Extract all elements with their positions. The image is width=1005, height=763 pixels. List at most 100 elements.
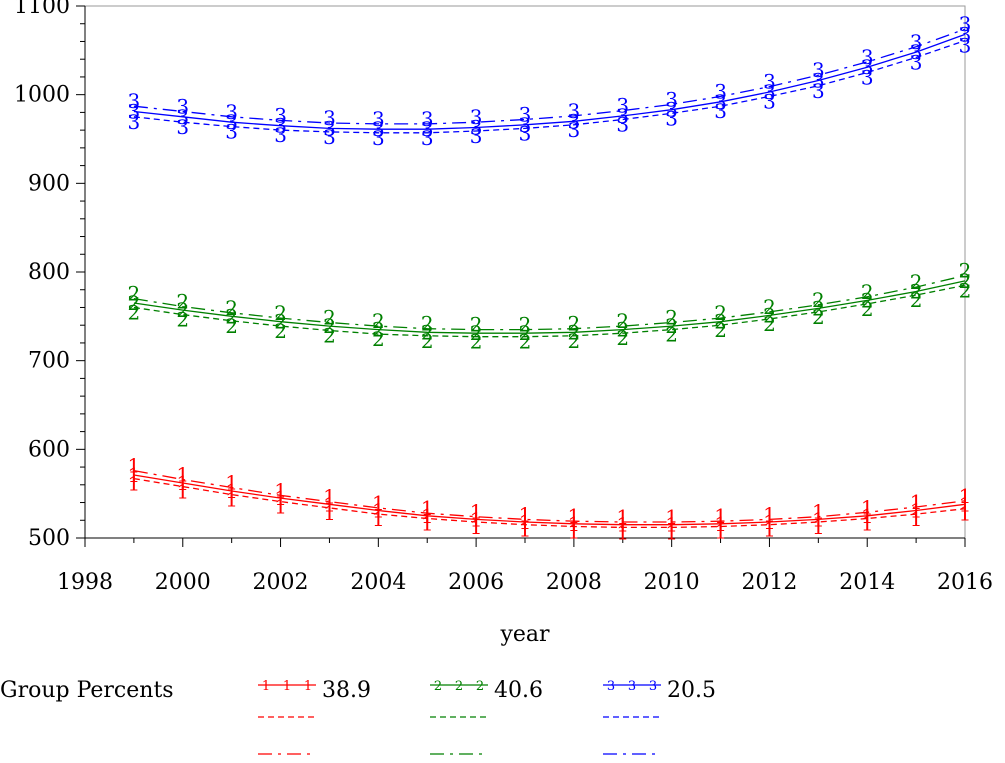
data-point-marker: 3 [470,124,483,148]
data-point-marker: 2 [421,312,434,336]
data-point-marker: 1 [861,504,874,528]
data-point-marker: 2 [274,310,287,334]
data-point-marker: 2 [225,314,238,338]
data-point-marker: 1 [568,519,581,543]
data-point-marker: 2 [861,288,874,312]
data-point-marker: 3 [714,99,727,123]
data-point-marker: 1 [910,499,923,523]
data-point-marker: 3 [959,12,972,36]
data-point-marker: 2 [128,300,141,324]
data-point-marker: 2 [372,309,385,333]
data-point-marker: 3 [568,118,581,142]
data-point-marker: 1 [128,472,141,496]
data-point-marker: 2 [812,305,825,329]
data-point-marker: 2 [519,330,532,354]
series-2-solid-line [133,280,966,334]
data-point-marker: 3 [421,117,434,141]
data-point-marker: 2 [616,326,629,350]
data-point-marker: 2 [470,321,483,345]
data-point-marker: 1 [470,507,483,531]
data-point-marker: 1 [225,479,238,503]
x-tick-label: 2014 [839,570,895,595]
series-2-dashed-line [133,284,966,338]
data-point-marker: 1 [421,504,434,528]
data-point-marker: 1 [128,463,141,487]
data-point-marker: 2 [470,313,483,337]
data-point-marker: 2 [714,301,727,325]
x-tick-label: 2008 [546,570,602,595]
data-point-marker: 2 [959,259,972,283]
data-point-marker: 3 [861,45,874,69]
data-point-marker: 2 [176,298,189,322]
legend-marker: 3 [628,679,636,694]
data-point-marker: 2 [910,280,923,304]
data-point-marker: 2 [568,320,581,344]
data-point-marker: 2 [421,329,434,353]
data-point-marker: 3 [665,106,678,130]
data-point-marker: 3 [763,80,776,104]
data-point-marker: 1 [421,511,434,535]
data-point-marker: 1 [519,518,532,542]
data-point-marker: 2 [714,318,727,342]
data-point-marker: 1 [763,518,776,542]
data-point-marker: 1 [861,495,874,519]
legend-label: 20.5 [667,678,716,703]
data-point-marker: 1 [665,520,678,544]
data-point-marker: 1 [812,500,825,524]
data-point-marker: 2 [568,329,581,353]
data-point-marker: 1 [959,492,972,516]
data-point-marker: 2 [372,327,385,351]
data-point-marker: 2 [274,301,287,325]
x-tick-label: 2000 [155,570,211,595]
legend-marker: 1 [283,679,291,694]
data-point-marker: 2 [176,308,189,332]
data-point-marker: 2 [128,291,141,315]
data-point-marker: 3 [274,123,287,147]
legend-marker: 3 [607,679,615,694]
data-point-marker: 3 [910,50,923,74]
data-point-marker: 3 [323,125,336,149]
data-point-marker: 3 [910,40,923,64]
y-tick-label: 1100 [14,0,70,19]
data-point-marker: 1 [665,505,678,529]
data-point-marker: 2 [225,296,238,320]
data-point-marker: 1 [519,510,532,534]
data-point-marker: 2 [616,309,629,333]
data-point-marker: 3 [616,104,629,128]
y-tick-label: 1000 [14,83,70,108]
data-point-marker: 3 [665,87,678,111]
data-point-marker: 2 [470,330,483,354]
data-point-marker: 3 [421,107,434,131]
data-point-marker: 1 [176,480,189,504]
data-point-marker: 3 [421,126,434,150]
x-tick-label: 2012 [741,570,797,595]
data-point-marker: 1 [323,501,336,525]
data-point-marker: 1 [812,515,825,539]
x-tick-label: 2010 [644,570,700,595]
data-point-marker: 2 [372,318,385,342]
data-point-marker: 1 [519,502,532,526]
legend-marker: 1 [304,679,312,694]
data-point-marker: 2 [323,324,336,348]
x-axis: 1998 2000 2002 2004 2006 2008 2010 2012 2014 2016 [57,537,993,595]
y-tick-label: 800 [28,260,70,285]
data-point-marker: 1 [616,520,629,544]
data-point-marker: 1 [225,488,238,512]
data-point-marker: 2 [176,290,189,314]
data-point-marker: 3 [176,105,189,129]
data-point-marker: 3 [176,115,189,139]
data-point-marker: 1 [274,486,287,510]
data-point-marker: 2 [665,306,678,330]
x-tick-label: 2006 [448,570,504,595]
plot-frame [84,5,966,539]
data-point-marker: 3 [372,107,385,131]
series-3-dash_dot-line [133,28,966,125]
data-point-marker: 2 [959,278,972,302]
data-point-marker: 1 [372,499,385,523]
data-point-marker: 1 [616,505,629,529]
data-point-marker: 2 [763,312,776,336]
data-point-marker: 3 [128,110,141,134]
series-1-dash_dot-line [133,469,966,523]
data-point-marker: 3 [861,66,874,90]
series-2-dash_dot-line [133,274,966,331]
